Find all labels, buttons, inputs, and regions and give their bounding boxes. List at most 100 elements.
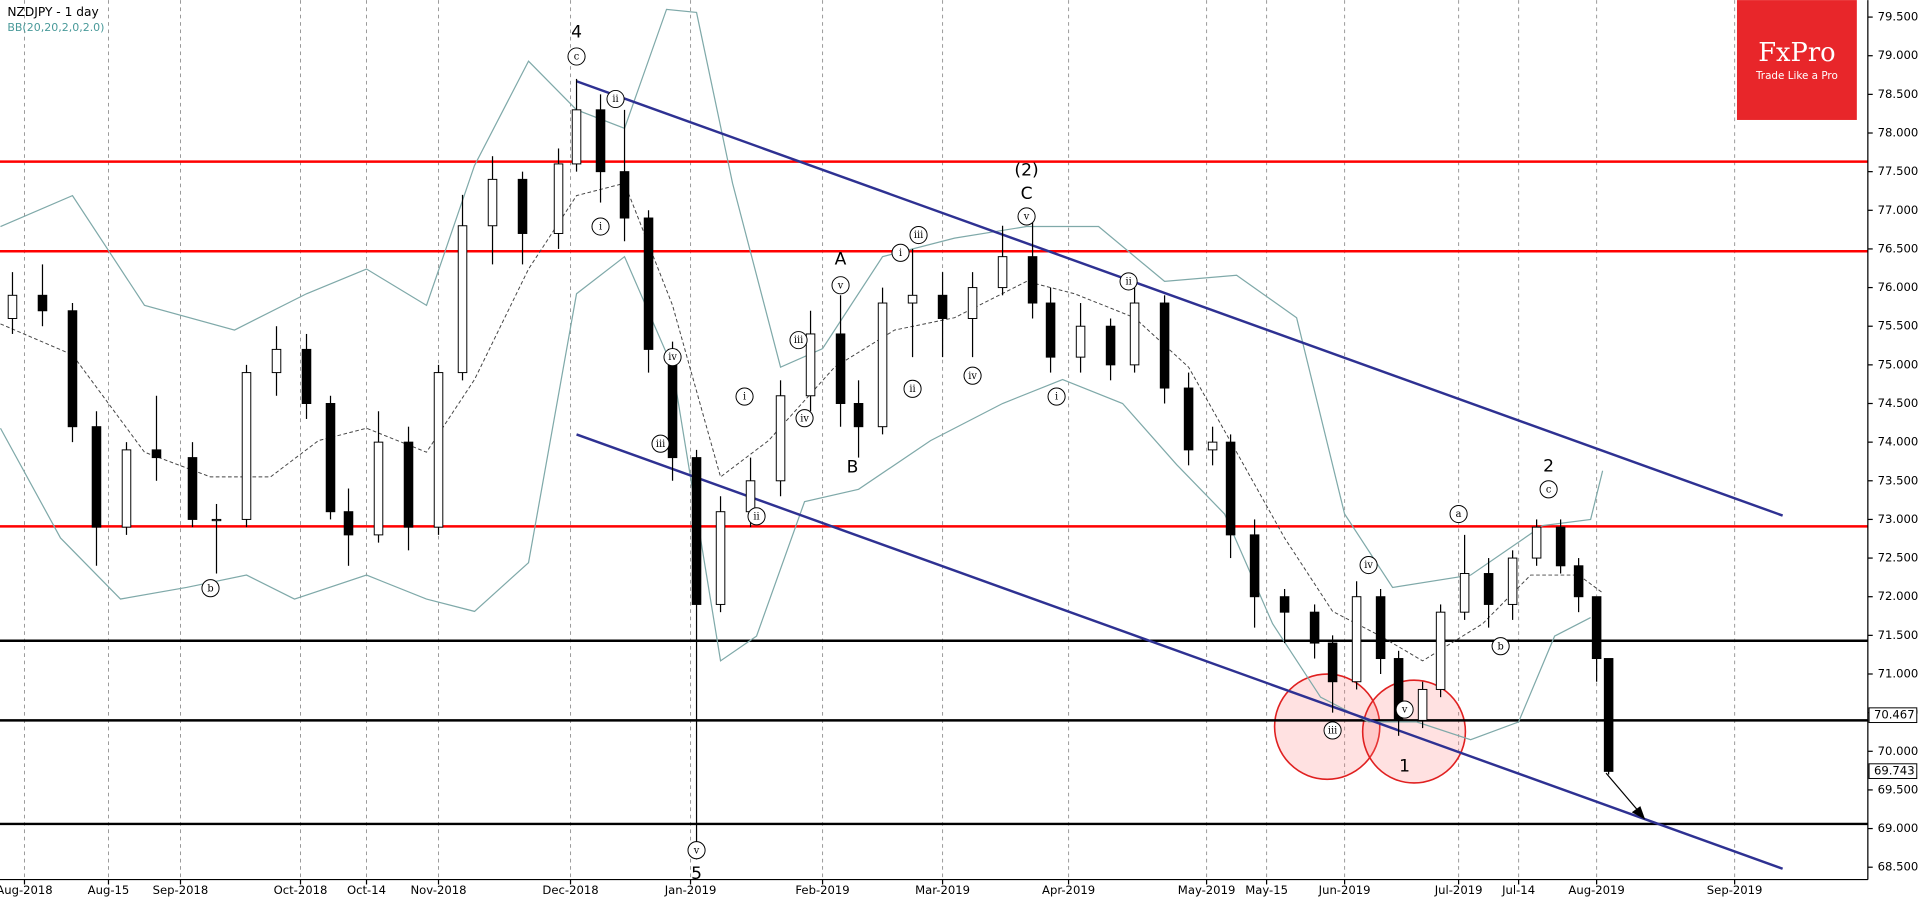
- candle-body: [1045, 302, 1056, 358]
- wave-circle: [789, 331, 808, 350]
- x-tick-label: Oct-14: [347, 883, 386, 897]
- x-tick-label: May-15: [1245, 883, 1288, 897]
- y-tick-label: 72.000: [1878, 589, 1918, 603]
- wave-label: ii: [909, 384, 915, 395]
- x-tick-label: Aug-2019: [1568, 883, 1624, 897]
- wave-label: 5: [691, 864, 702, 884]
- candle-body: [241, 372, 252, 520]
- candle-body: [1375, 596, 1386, 660]
- wave-label: v: [693, 845, 700, 856]
- wave-circle: [831, 276, 850, 295]
- wave-circle: [795, 409, 814, 428]
- wave-label: iv: [968, 371, 977, 382]
- candle-body: [967, 287, 978, 319]
- x-tick-label: Aug-15: [88, 883, 130, 897]
- y-tick-label: 77.000: [1878, 203, 1918, 217]
- candle-body: [1393, 658, 1404, 721]
- wave-label: A: [835, 250, 847, 270]
- candle-body: [1105, 325, 1116, 366]
- wave-label: iv: [800, 413, 809, 424]
- wave-circle: [201, 579, 220, 598]
- wave-label: iv: [1364, 560, 1373, 571]
- wave-circle: [903, 379, 922, 398]
- x-tick-label: Jul-14: [1501, 883, 1535, 897]
- x-tick-label: May-2019: [1178, 883, 1236, 897]
- x-tick-label: Aug-2018: [0, 883, 53, 897]
- candle-body: [1183, 387, 1194, 451]
- candle-body: [373, 441, 384, 536]
- wave-circle: [747, 507, 766, 526]
- candle-body: [1417, 688, 1428, 721]
- y-tick-label: 72.500: [1878, 551, 1918, 565]
- indicator-label: BB(20,20,2,0,2.0): [7, 21, 104, 34]
- wave-label: iii: [1328, 726, 1337, 737]
- wave-label: v: [837, 280, 844, 291]
- candle-body: [301, 348, 312, 404]
- y-tick-label: 71.500: [1878, 628, 1918, 642]
- candle-body: [121, 449, 132, 528]
- candle-body: [805, 333, 816, 397]
- y-tick-label: 75.500: [1878, 319, 1918, 333]
- candle-body: [271, 348, 282, 374]
- wave-label: iii: [914, 230, 923, 241]
- wave-label: B: [847, 457, 859, 477]
- wave-label: i: [899, 248, 902, 259]
- wave-circle: [663, 348, 682, 367]
- candle-body: [571, 109, 582, 165]
- candle-body: [643, 217, 654, 350]
- chart-title: NZDJPY - 1 day: [7, 5, 98, 19]
- candle-body: [1075, 325, 1086, 358]
- price-label: 69.743: [1874, 764, 1915, 778]
- wave-circle: [1359, 555, 1378, 575]
- price-label-box: [1868, 707, 1918, 724]
- logo-tagline: Trade Like a Pro: [1755, 70, 1838, 82]
- wave-label: (2): [1014, 161, 1038, 181]
- forecast-arrow: [1605, 772, 1643, 816]
- wave-label: v: [1023, 212, 1030, 223]
- candle-body: [1249, 534, 1260, 598]
- candle-body: [1207, 441, 1218, 451]
- wave-label: C: [1021, 184, 1033, 204]
- candle-body: [745, 480, 756, 513]
- y-tick-label: 74.500: [1878, 396, 1918, 410]
- candle-body: [1507, 557, 1518, 605]
- wave-label: 4: [571, 22, 582, 42]
- candle-body: [907, 294, 918, 304]
- candle-body: [1573, 565, 1584, 598]
- y-tick-label: 73.500: [1878, 473, 1918, 487]
- candle-body: [1555, 526, 1566, 567]
- candle-body: [187, 457, 198, 520]
- candle-body: [553, 163, 564, 234]
- arrow-head: [1631, 806, 1646, 820]
- y-tick-label: 69.000: [1878, 821, 1918, 835]
- wave-circle: [1323, 721, 1342, 740]
- wave-label: b: [207, 583, 213, 594]
- y-tick-label: 77.500: [1878, 164, 1918, 178]
- candle-body: [7, 294, 18, 319]
- bollinger-lower: [0, 255, 1591, 741]
- plot: [0, 8, 1868, 870]
- wave-label: i: [1055, 392, 1058, 403]
- candle-body: [211, 518, 222, 522]
- wave-circle: [1047, 387, 1066, 406]
- candle-body: [403, 441, 414, 528]
- y-tick-label: 74.000: [1878, 435, 1918, 449]
- candle-body: [691, 457, 702, 605]
- candle-body: [487, 178, 498, 227]
- candle-body: [151, 449, 162, 459]
- wave-circle: [1491, 637, 1510, 656]
- candle-body: [1225, 441, 1236, 536]
- y-tick-label: 75.000: [1878, 357, 1918, 371]
- y-tick-label: 79.000: [1878, 48, 1918, 62]
- wave-circle: [1449, 504, 1468, 524]
- candle-body: [91, 426, 102, 528]
- y-tick-label: 68.500: [1878, 860, 1918, 874]
- wave-label: 2: [1543, 457, 1554, 477]
- wave-label: iii: [656, 439, 665, 450]
- y-tick-label: 73.000: [1878, 512, 1918, 526]
- x-tick-label: Mar-2019: [915, 883, 970, 897]
- wave-label: ii: [1125, 277, 1131, 288]
- y-tick-label: 69.500: [1878, 782, 1918, 796]
